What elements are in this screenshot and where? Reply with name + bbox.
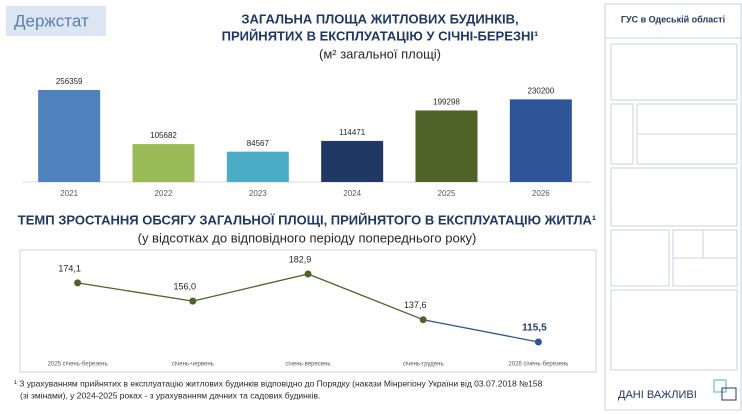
footnote: ¹ З урахуванням прийнятих в експлуатацію… — [14, 378, 543, 388]
point — [189, 297, 197, 305]
bar — [415, 110, 478, 182]
chart-title: ТЕМП ЗРОСТАННЯ ОБСЯГУ ЗАГАЛЬНОЇ ПЛОЩІ, П… — [18, 212, 596, 227]
value-label: 256359 — [56, 77, 83, 86]
line-segment — [77, 282, 193, 302]
chart-title: ПРИЙНЯТИХ В ЕКСПЛУАТАЦІЮ У СІЧНІ-БЕРЕЗНІ… — [222, 28, 539, 43]
point — [419, 316, 427, 324]
bar — [132, 144, 195, 182]
x-tick-label: 2024 — [343, 189, 361, 198]
point — [304, 270, 312, 278]
bar — [38, 90, 101, 182]
value-label: 182,9 — [289, 254, 312, 264]
value-label: 84567 — [247, 139, 270, 148]
value-label: 230200 — [527, 86, 554, 95]
sidebar-title: ГУС в Одеській області — [621, 14, 725, 24]
footnote: (зі змінами), у 2024-2025 роках - з урах… — [20, 390, 320, 400]
logo: Держстат — [14, 11, 89, 30]
x-tick-label: 2021 — [60, 189, 78, 198]
logo-box — [6, 6, 106, 36]
x-tick-label: січень-грудень — [403, 362, 444, 368]
value-label: 137,6 — [404, 300, 427, 310]
x-tick-label: січень-вересень — [285, 362, 330, 368]
x-tick-label: 2023 — [249, 189, 267, 198]
line-segment — [423, 319, 539, 343]
value-label: 105682 — [150, 131, 177, 140]
value-label: 174,1 — [58, 263, 81, 273]
value-label: 156,0 — [174, 282, 197, 292]
line-segment — [192, 273, 309, 302]
x-tick-label: 2025 січень-березень — [48, 362, 108, 368]
line-segment — [307, 273, 424, 321]
chart-subtitle: (м² загальної площі) — [319, 46, 441, 61]
point — [534, 338, 542, 346]
bar — [226, 151, 289, 182]
bar — [509, 99, 572, 182]
x-tick-label: 2025 — [438, 189, 456, 198]
value-label: 199298 — [433, 98, 460, 107]
value-label: 114471 — [339, 128, 366, 137]
line-frame — [19, 249, 597, 373]
chart-title: ЗАГАЛЬНА ПЛОЩА ЖИТЛОВИХ БУДИНКІВ, — [241, 11, 518, 26]
x-tick-label: 2022 — [155, 189, 173, 198]
x-tick-label: січень-червень — [172, 362, 214, 368]
sidebar — [604, 3, 742, 411]
chart-subtitle: (у відсотках до відповідного періоду поп… — [138, 230, 477, 245]
point — [74, 279, 82, 287]
value-label: 115,5 — [522, 323, 547, 334]
bar — [321, 140, 384, 182]
sidebar-slogan: ДАНІ ВАЖЛИВІ — [618, 389, 697, 401]
x-tick-label: 2026 січень-березень — [508, 362, 568, 368]
x-tick-label: 2026 — [532, 189, 550, 198]
